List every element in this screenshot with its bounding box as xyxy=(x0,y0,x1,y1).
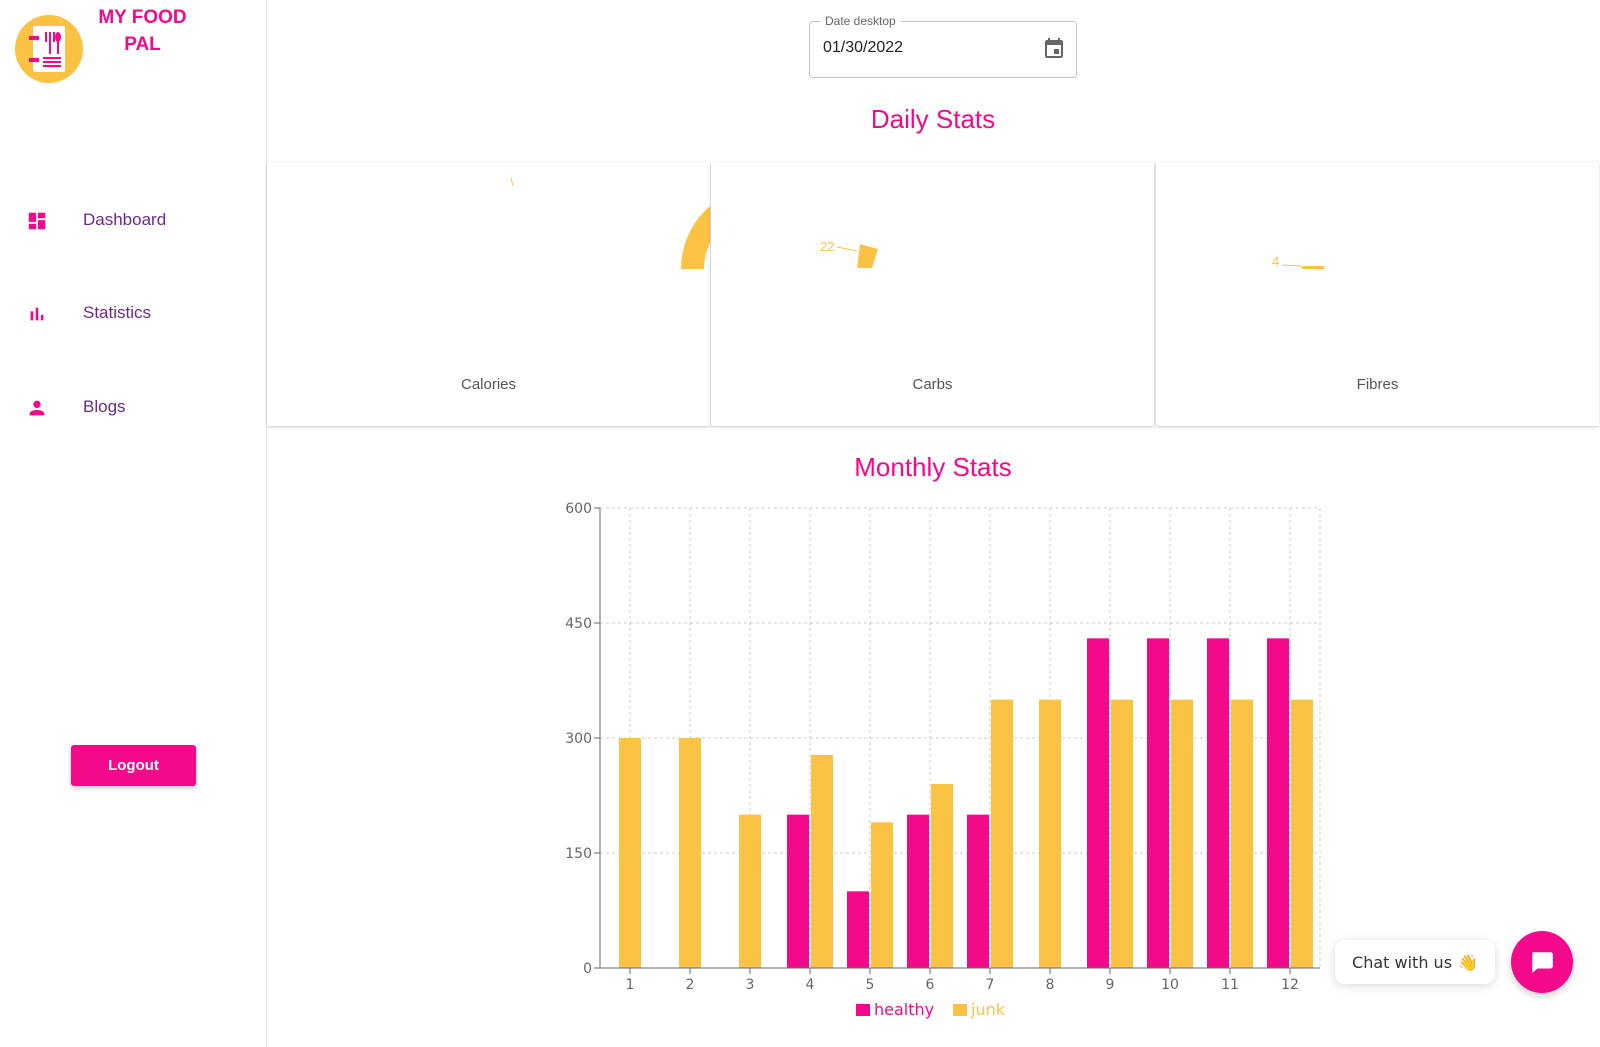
x-tick-label: 3 xyxy=(746,977,755,993)
fibres-card: 4 Fibres xyxy=(1156,162,1599,426)
bar-junk xyxy=(871,822,893,968)
chat-button[interactable] xyxy=(1511,931,1573,993)
bar-chart-icon xyxy=(30,307,44,321)
card-label: Carbs xyxy=(912,376,953,393)
calories-gauge xyxy=(510,177,710,269)
logo-icon xyxy=(15,15,83,83)
chat-label: Chat with us xyxy=(1352,952,1453,972)
bar-healthy xyxy=(1267,638,1289,968)
fibres-gauge-arc xyxy=(1302,266,1324,269)
brand-logo[interactable] xyxy=(15,15,83,83)
brand-name-line1: MY FOOD xyxy=(98,7,187,28)
dashboard-icon xyxy=(28,212,46,230)
x-tick-label: 5 xyxy=(866,977,875,993)
bar-junk xyxy=(1039,699,1061,968)
sidebar-item-label: Blogs xyxy=(83,397,126,416)
bar-healthy xyxy=(847,891,869,968)
y-tick-label: 600 xyxy=(565,501,592,517)
y-tick-label: 450 xyxy=(565,616,592,632)
fibres-gauge-pointer xyxy=(1281,264,1303,267)
sidebar-item-blogs[interactable]: Blogs xyxy=(0,387,266,427)
brand-name: MY FOOD PAL xyxy=(80,4,205,58)
daily-stats-title: Daily Stats xyxy=(870,104,996,134)
bar-junk xyxy=(1171,699,1193,968)
chat-icon xyxy=(1532,952,1553,973)
legend-swatch-junk xyxy=(953,1004,967,1016)
x-tick-label: 7 xyxy=(986,977,995,993)
calories-gauge-pointer xyxy=(510,177,514,187)
calendar-icon[interactable] xyxy=(1042,37,1066,61)
x-tick-label: 1 xyxy=(626,977,635,993)
y-tick-label: 0 xyxy=(583,961,592,977)
date-picker-label: Date desktop xyxy=(820,14,901,28)
x-tick-label: 9 xyxy=(1106,977,1115,993)
y-tick-label: 150 xyxy=(565,846,592,862)
bar-healthy xyxy=(1207,638,1229,968)
logout-button[interactable]: Logout xyxy=(71,745,196,786)
bar-junk xyxy=(1111,699,1133,968)
fibres-value: 4 xyxy=(1272,254,1279,269)
bar-junk xyxy=(931,784,953,968)
sidebar-item-label: Statistics xyxy=(83,303,152,322)
bar-junk xyxy=(679,738,701,968)
card-label: Calories xyxy=(460,376,517,393)
bar-junk xyxy=(991,699,1013,968)
brand-name-line2: PAL xyxy=(124,34,161,55)
x-tick-label: 8 xyxy=(1046,977,1055,993)
legend-label-junk: junk xyxy=(970,1000,1006,1019)
bar-healthy xyxy=(1147,638,1169,968)
bar-junk xyxy=(1231,699,1253,968)
bar-junk xyxy=(739,814,761,968)
sidebar-item-label: Dashboard xyxy=(83,210,167,229)
bar-junk xyxy=(811,754,833,968)
bar-junk xyxy=(1291,699,1313,968)
fibres-gauge: 4 xyxy=(1272,254,1324,269)
wave-icon: 👋 xyxy=(1458,952,1478,972)
x-tick-label: 6 xyxy=(926,977,935,993)
sidebar: MY FOOD PAL Dashboard Statistics Blogs L… xyxy=(0,0,267,1047)
legend-swatch-healthy xyxy=(856,1004,870,1016)
person-icon xyxy=(29,400,45,416)
date-input[interactable] xyxy=(823,39,1023,57)
carbs-gauge-pointer xyxy=(836,246,858,252)
calories-gauge-arc xyxy=(681,206,710,269)
y-tick-label: 300 xyxy=(565,731,592,747)
x-tick-label: 4 xyxy=(806,977,815,993)
date-picker[interactable]: Date desktop xyxy=(809,14,1077,78)
bar-healthy xyxy=(907,814,929,968)
carbs-value: 22 xyxy=(820,239,834,254)
carbs-gauge-arc xyxy=(857,244,878,268)
bar-junk xyxy=(619,738,641,968)
calories-card: Calories xyxy=(267,162,710,426)
carbs-gauge: 22 xyxy=(820,239,878,268)
bar-healthy xyxy=(1087,638,1109,968)
bar-healthy xyxy=(967,814,989,968)
bar-healthy xyxy=(787,814,809,968)
sidebar-item-dashboard[interactable]: Dashboard xyxy=(0,200,266,240)
x-tick-label: 12 xyxy=(1281,977,1299,993)
sidebar-item-statistics[interactable]: Statistics xyxy=(0,293,266,333)
x-tick-label: 10 xyxy=(1161,977,1179,993)
x-tick-label: 11 xyxy=(1221,977,1239,993)
x-tick-label: 2 xyxy=(686,977,695,993)
card-label: Fibres xyxy=(1356,376,1399,393)
carbs-card: 22 Carbs xyxy=(711,162,1154,426)
legend-label-healthy: healthy xyxy=(874,1000,934,1019)
chat-with-us-bubble[interactable]: Chat with us 👋 xyxy=(1335,940,1495,984)
monthly-stats-title: Monthly Stats xyxy=(854,452,1012,482)
